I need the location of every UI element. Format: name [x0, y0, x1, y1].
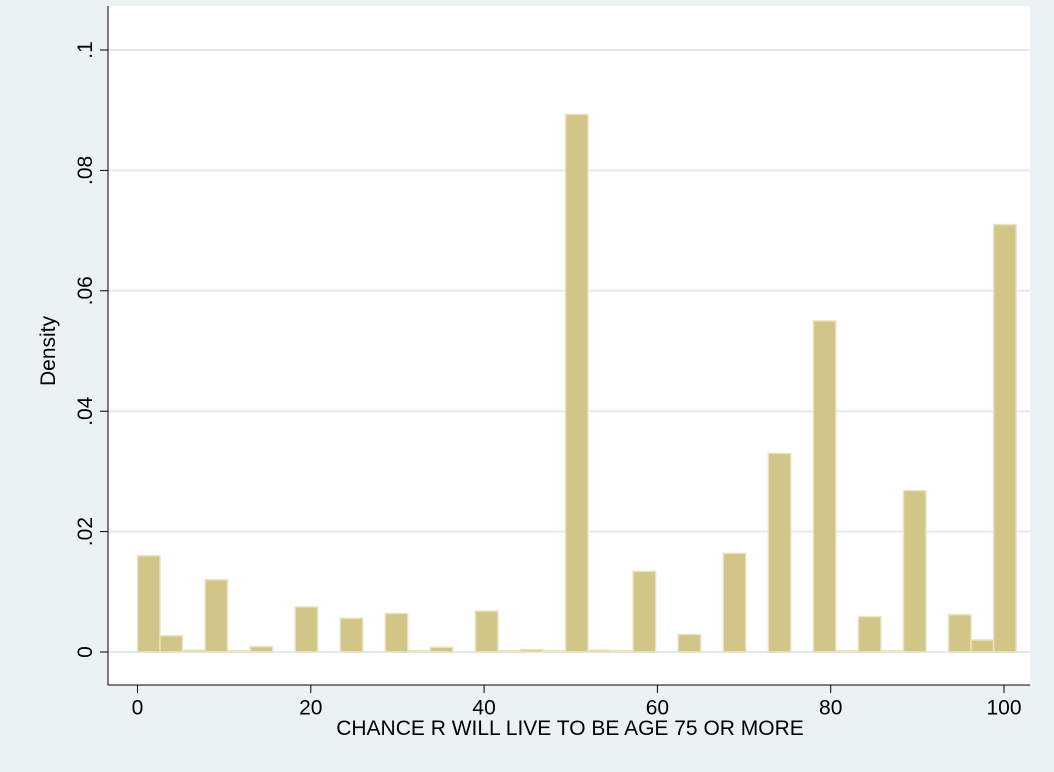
bar	[677, 633, 702, 653]
y-tick-label: .1	[74, 41, 97, 59]
bar	[474, 610, 499, 653]
bar	[249, 645, 274, 653]
x-tick-label: 60	[646, 697, 669, 720]
bar	[497, 650, 522, 653]
bar	[880, 650, 905, 653]
bar	[812, 320, 837, 653]
x-tick-label: 80	[819, 697, 842, 720]
bar	[587, 649, 612, 653]
bar	[294, 606, 319, 653]
bar	[857, 615, 882, 653]
bar	[632, 570, 657, 653]
bar	[204, 579, 229, 653]
x-tick-label: 20	[299, 697, 322, 720]
bar	[159, 634, 184, 653]
x-tick-label: 100	[986, 697, 1021, 720]
bar	[767, 452, 792, 653]
y-tick-label: .04	[74, 396, 97, 426]
bar	[519, 648, 544, 653]
bar	[722, 552, 747, 653]
bar	[992, 223, 1017, 653]
bar	[564, 113, 589, 653]
x-tick-label: 0	[132, 697, 144, 720]
bar	[835, 650, 860, 653]
bar	[384, 612, 409, 653]
y-tick-label: .06	[74, 276, 97, 305]
bar	[407, 650, 432, 653]
bar	[902, 489, 927, 653]
y-tick-label: .02	[74, 517, 97, 546]
bar	[136, 554, 161, 653]
bar	[429, 646, 454, 653]
bar	[609, 650, 634, 653]
x-axis-title: CHANCE R WILL LIVE TO BE AGE 75 OR MORE	[336, 717, 804, 740]
y-tick-label: .08	[74, 156, 97, 185]
x-tick-label: 40	[472, 697, 495, 720]
bar	[970, 639, 995, 653]
bar	[226, 650, 251, 653]
y-tick-label: 0	[74, 646, 97, 658]
bar	[339, 617, 364, 653]
y-axis-title: Density	[37, 315, 60, 386]
bar	[542, 650, 567, 653]
bar	[947, 613, 972, 653]
bar	[181, 649, 206, 653]
